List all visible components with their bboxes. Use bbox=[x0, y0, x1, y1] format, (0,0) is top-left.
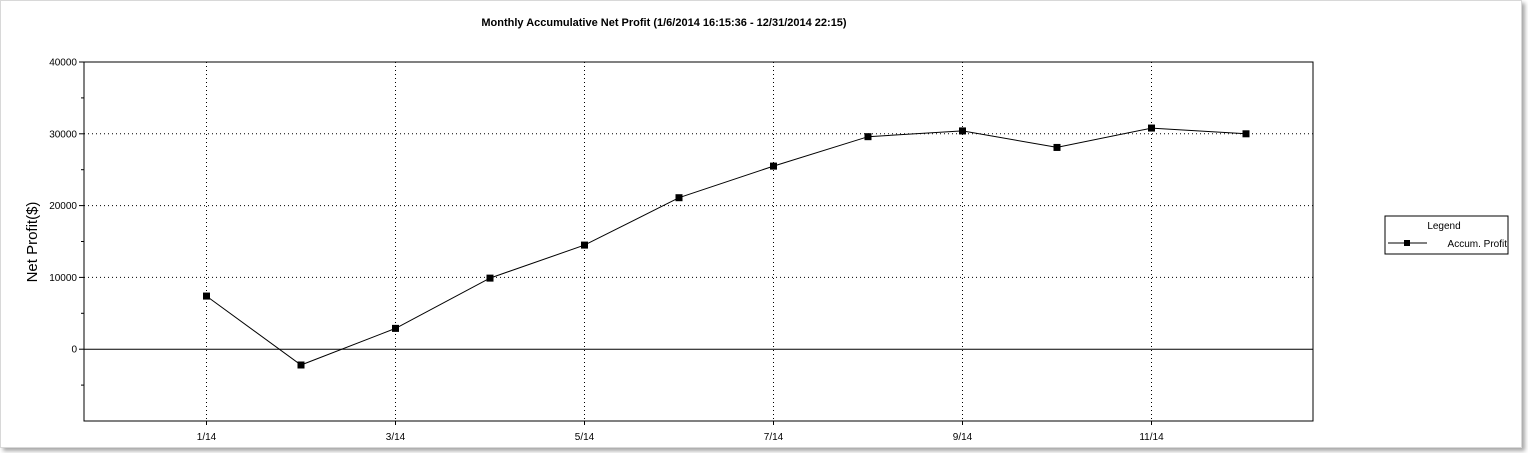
y-tick-label: 40000 bbox=[49, 58, 77, 69]
chart-title: Monthly Accumulative Net Profit (1/6/201… bbox=[481, 17, 847, 29]
y-tick-label: 10000 bbox=[49, 273, 77, 284]
x-tick-label: 3/14 bbox=[386, 432, 406, 443]
y-axis-label: Net Profit($) bbox=[24, 202, 41, 283]
legend-marker-sample bbox=[1404, 240, 1410, 246]
data-point-marker bbox=[864, 133, 872, 141]
data-point-marker bbox=[959, 127, 966, 135]
legend-box bbox=[1384, 215, 1509, 255]
data-point-marker bbox=[297, 361, 305, 369]
y-tick-label: 20000 bbox=[49, 201, 77, 212]
data-point-marker bbox=[1242, 130, 1250, 138]
y-tick-label: 0 bbox=[71, 345, 77, 356]
x-tick-label: 9/14 bbox=[953, 432, 973, 443]
data-point-marker bbox=[392, 324, 399, 332]
series-line-accum-profit bbox=[206, 127, 1247, 366]
axis-layer: 40000 30000 20000 10000 0 1/14 3/14 5/14 7/14 9/1… bbox=[49, 58, 1164, 444]
series-layer bbox=[203, 124, 1250, 369]
data-point-marker bbox=[203, 292, 210, 300]
legend-entry-label: Accum. Profit bbox=[1448, 239, 1508, 250]
x-tick-label: 11/14 bbox=[1139, 432, 1164, 443]
data-point-marker bbox=[581, 241, 588, 249]
data-point-marker bbox=[770, 162, 777, 170]
x-tick-label: 7/14 bbox=[764, 432, 784, 443]
grid-layer bbox=[84, 62, 1313, 421]
data-point-marker bbox=[675, 194, 683, 202]
data-point-marker bbox=[1053, 143, 1061, 151]
legend: Legend Accum. Profit bbox=[1384, 215, 1509, 255]
x-tick-label: 1/14 bbox=[197, 432, 217, 443]
x-tick-label: 5/14 bbox=[575, 432, 595, 443]
y-tick-label: 30000 bbox=[49, 129, 77, 140]
data-point-marker bbox=[486, 274, 494, 282]
legend-title: Legend bbox=[1427, 221, 1460, 232]
plot-area bbox=[83, 61, 1314, 422]
data-point-marker bbox=[1148, 124, 1155, 132]
